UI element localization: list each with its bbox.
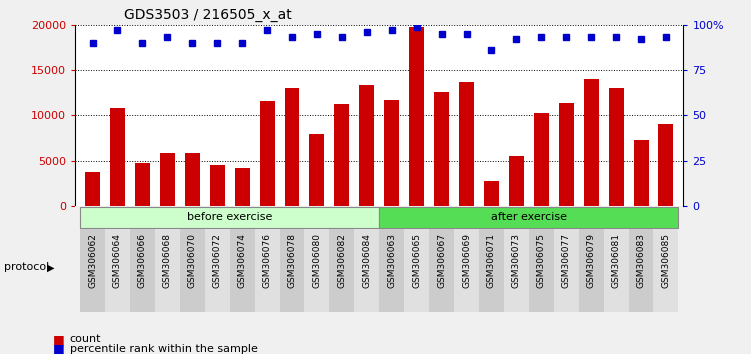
Text: ■: ■ xyxy=(53,342,65,354)
Bar xyxy=(205,229,230,312)
Bar xyxy=(534,113,549,206)
Text: GSM306074: GSM306074 xyxy=(237,233,246,288)
Bar xyxy=(160,153,175,206)
Bar xyxy=(80,207,379,228)
Bar xyxy=(230,229,255,312)
Bar xyxy=(179,229,205,312)
Bar xyxy=(255,229,279,312)
Text: GSM306079: GSM306079 xyxy=(587,233,596,288)
Text: GSM306084: GSM306084 xyxy=(362,233,371,288)
Bar xyxy=(659,125,674,206)
Text: GSM306085: GSM306085 xyxy=(662,233,671,288)
Bar xyxy=(260,101,275,206)
Text: GSM306070: GSM306070 xyxy=(188,233,197,288)
Text: GSM306076: GSM306076 xyxy=(263,233,272,288)
Text: ■: ■ xyxy=(53,333,65,346)
Bar xyxy=(553,229,579,312)
Bar xyxy=(379,229,404,312)
Text: GSM306078: GSM306078 xyxy=(288,233,297,288)
Text: ▶: ▶ xyxy=(47,262,55,272)
Bar xyxy=(110,108,125,206)
Bar xyxy=(234,168,249,206)
Bar xyxy=(604,229,629,312)
Bar xyxy=(334,104,349,206)
Bar xyxy=(459,82,474,206)
Bar xyxy=(584,79,599,206)
Bar xyxy=(80,229,105,312)
Bar xyxy=(130,229,155,312)
Bar xyxy=(509,156,524,206)
Text: GSM306066: GSM306066 xyxy=(138,233,147,288)
Bar xyxy=(210,165,225,206)
Bar xyxy=(429,229,454,312)
Bar xyxy=(409,28,424,206)
Text: GSM306062: GSM306062 xyxy=(88,233,97,288)
Bar xyxy=(385,100,400,206)
Text: GSM306064: GSM306064 xyxy=(113,233,122,288)
Bar xyxy=(404,229,429,312)
Text: GSM306082: GSM306082 xyxy=(337,233,346,288)
Text: GSM306077: GSM306077 xyxy=(562,233,571,288)
Bar xyxy=(285,88,300,206)
Text: GSM306080: GSM306080 xyxy=(312,233,321,288)
Bar xyxy=(479,229,504,312)
Bar xyxy=(434,92,449,206)
Text: GSM306071: GSM306071 xyxy=(487,233,496,288)
Text: count: count xyxy=(70,334,101,344)
Text: GDS3503 / 216505_x_at: GDS3503 / 216505_x_at xyxy=(124,8,291,22)
Bar xyxy=(359,85,374,206)
Text: GSM306075: GSM306075 xyxy=(537,233,546,288)
Bar xyxy=(529,229,553,312)
Bar xyxy=(579,229,604,312)
Bar xyxy=(354,229,379,312)
Bar xyxy=(155,229,179,312)
Text: GSM306065: GSM306065 xyxy=(412,233,421,288)
Text: GSM306081: GSM306081 xyxy=(611,233,620,288)
Bar xyxy=(85,172,100,206)
Bar xyxy=(105,229,130,312)
Text: GSM306067: GSM306067 xyxy=(437,233,446,288)
Text: GSM306069: GSM306069 xyxy=(462,233,471,288)
Text: GSM306063: GSM306063 xyxy=(388,233,397,288)
Bar xyxy=(309,133,324,206)
Bar xyxy=(559,103,574,206)
Text: GSM306068: GSM306068 xyxy=(163,233,172,288)
Bar xyxy=(379,207,678,228)
Text: GSM306073: GSM306073 xyxy=(512,233,521,288)
Bar xyxy=(484,181,499,206)
Bar xyxy=(135,164,150,206)
Bar xyxy=(608,88,623,206)
Bar xyxy=(634,140,649,206)
Bar xyxy=(330,229,354,312)
Bar xyxy=(504,229,529,312)
Text: protocol: protocol xyxy=(4,262,49,272)
Bar xyxy=(279,229,304,312)
Text: GSM306083: GSM306083 xyxy=(637,233,646,288)
Text: GSM306072: GSM306072 xyxy=(213,233,222,288)
Bar xyxy=(454,229,479,312)
Bar xyxy=(185,154,200,206)
Text: percentile rank within the sample: percentile rank within the sample xyxy=(70,344,258,354)
Bar xyxy=(304,229,330,312)
Bar xyxy=(653,229,678,312)
Text: before exercise: before exercise xyxy=(187,212,273,222)
Bar xyxy=(629,229,653,312)
Text: after exercise: after exercise xyxy=(491,212,567,222)
